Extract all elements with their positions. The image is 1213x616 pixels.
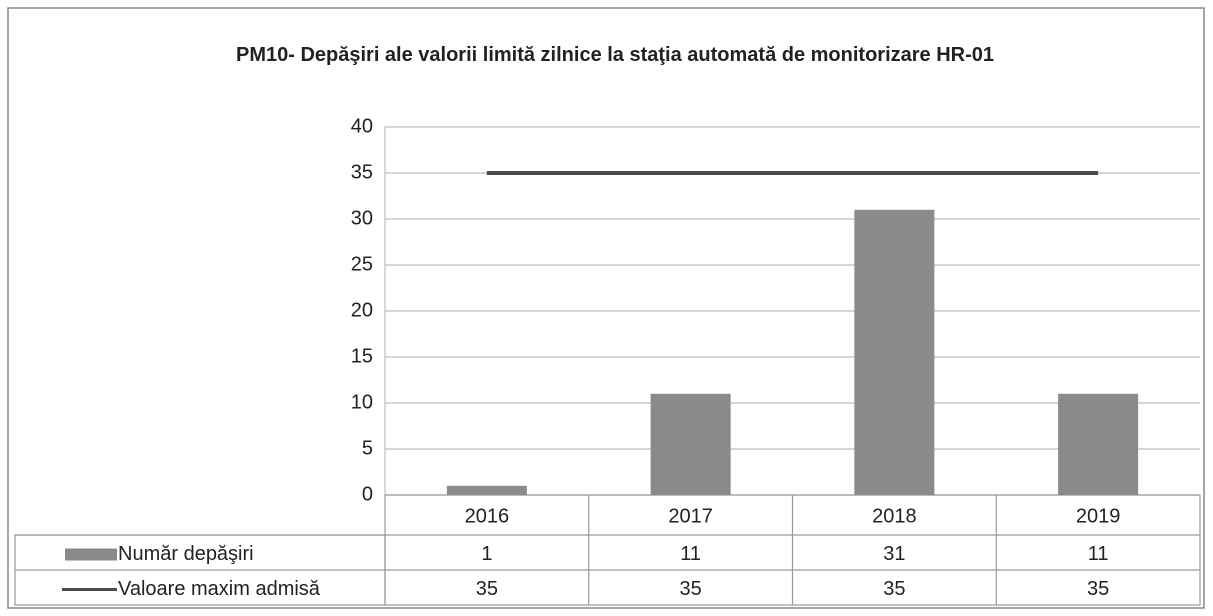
legend-label: Valoare maxim admisă xyxy=(118,578,321,600)
y-tick-label: 35 xyxy=(351,161,373,183)
y-tick-label: 15 xyxy=(351,345,373,367)
table-value: 35 xyxy=(680,578,702,600)
x-tick-label: 2017 xyxy=(668,505,713,527)
x-tick-label: 2018 xyxy=(872,505,917,527)
table-value: 35 xyxy=(476,578,498,600)
y-tick-label: 30 xyxy=(351,207,373,229)
x-tick-label: 2016 xyxy=(465,505,510,527)
table-value: 35 xyxy=(883,578,905,600)
y-tick-label: 25 xyxy=(351,253,373,275)
bar xyxy=(650,393,731,495)
y-tick-label: 20 xyxy=(351,299,373,321)
x-tick-label: 2019 xyxy=(1076,505,1121,527)
bar xyxy=(446,485,527,495)
bar xyxy=(854,209,935,496)
table-value: 1 xyxy=(481,543,492,565)
table-value: 35 xyxy=(1087,578,1109,600)
bar xyxy=(1058,393,1139,495)
y-tick-label: 10 xyxy=(351,391,373,413)
y-tick-label: 40 xyxy=(351,115,373,137)
legend-swatch xyxy=(65,548,117,561)
y-tick-label: 5 xyxy=(362,437,373,459)
table-value: 31 xyxy=(883,543,905,565)
legend-label: Număr depăşiri xyxy=(118,543,254,565)
y-tick-label: 0 xyxy=(362,483,373,505)
table-value: 11 xyxy=(680,543,701,565)
chart-title: PM10- Depăşiri ale valorii limită zilnic… xyxy=(235,44,995,66)
table-value: 11 xyxy=(1088,543,1109,565)
chart-frame xyxy=(7,7,1205,609)
